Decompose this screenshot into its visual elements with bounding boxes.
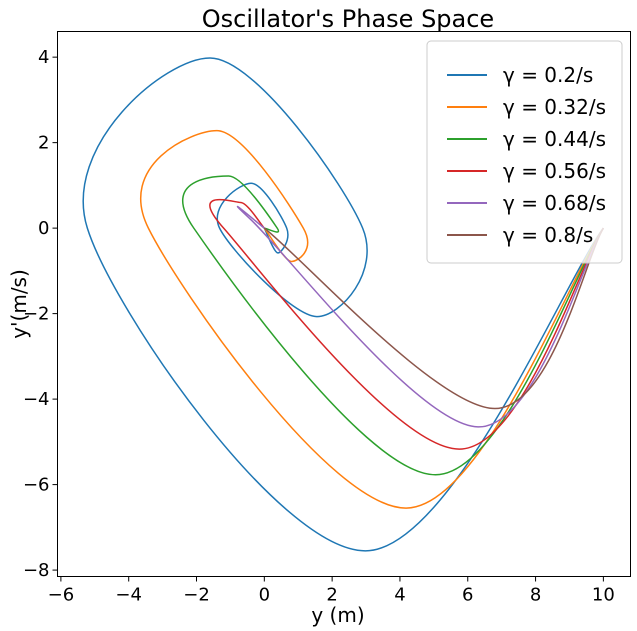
- legend-label-1: γ = 0.32/s: [503, 95, 606, 119]
- y-tick-label: −4: [23, 389, 50, 410]
- curves-group: [82, 57, 605, 552]
- series-line-2: [182, 175, 605, 476]
- y-tick-label: −2: [23, 304, 50, 325]
- y-axis: −8 −6 −4 −2 0 2 4: [23, 47, 58, 581]
- chart-title: Oscillator's Phase Space: [202, 5, 494, 33]
- series-line-5: [263, 227, 605, 410]
- series-line-3: [209, 198, 605, 450]
- series-line-1: [140, 129, 604, 509]
- legend-label-2: γ = 0.44/s: [503, 127, 606, 151]
- legend-label-4: γ = 0.68/s: [503, 191, 606, 215]
- plot-frame: [57, 31, 631, 577]
- x-axis: −6 −4 −2 0 2 4 6 8 10: [48, 576, 615, 606]
- x-tick-label: 0: [259, 585, 270, 606]
- series-line-0: [82, 57, 604, 552]
- x-tick-label: 6: [462, 585, 473, 606]
- legend-label-0: γ = 0.2/s: [503, 63, 593, 87]
- y-tick-label: 0: [38, 218, 49, 239]
- y-tick-label: 2: [38, 133, 49, 154]
- x-tick-label: 10: [592, 585, 615, 606]
- y-tick-label: 4: [38, 47, 49, 68]
- x-tick-label: −4: [115, 585, 142, 606]
- legend-box: [426, 40, 623, 264]
- x-tick-label: 4: [394, 585, 405, 606]
- x-tick-label: −2: [183, 585, 210, 606]
- x-tick-label: −6: [48, 585, 75, 606]
- series-line-4: [236, 205, 605, 428]
- x-tick-label: 8: [530, 585, 541, 606]
- x-axis-label: y (m): [311, 603, 364, 627]
- legend-label-5: γ = 0.8/s: [503, 223, 593, 247]
- legend: γ = 0.2/s γ = 0.32/s γ = 0.44/s γ = 0.56/s γ…: [426, 40, 623, 264]
- legend-label-3: γ = 0.56/s: [503, 159, 606, 183]
- x-tick-label: 2: [326, 585, 337, 606]
- y-axis-label: y'(m/s): [7, 269, 31, 339]
- y-tick-label: −6: [23, 475, 50, 496]
- y-tick-label: −8: [23, 560, 50, 581]
